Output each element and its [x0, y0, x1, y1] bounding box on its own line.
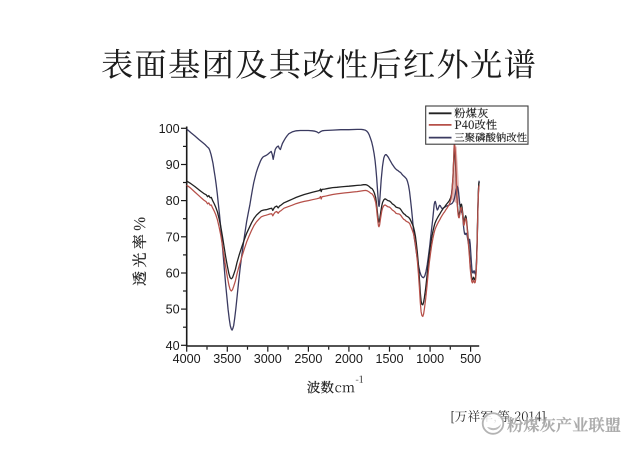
svg-text:90: 90 — [166, 158, 180, 172]
svg-text:70: 70 — [166, 230, 180, 244]
svg-text:500: 500 — [460, 352, 481, 366]
svg-text:1000: 1000 — [416, 352, 444, 366]
svg-text:40: 40 — [166, 339, 180, 353]
svg-text:100: 100 — [159, 122, 180, 136]
svg-text:1500: 1500 — [375, 352, 403, 366]
svg-text:80: 80 — [166, 194, 180, 208]
svg-text:4000: 4000 — [173, 352, 201, 366]
svg-text:2000: 2000 — [335, 352, 363, 366]
svg-text:2500: 2500 — [294, 352, 322, 366]
svg-text:3500: 3500 — [213, 352, 241, 366]
svg-text:3000: 3000 — [254, 352, 282, 366]
svg-text:50: 50 — [166, 303, 180, 317]
svg-text:60: 60 — [166, 267, 180, 281]
